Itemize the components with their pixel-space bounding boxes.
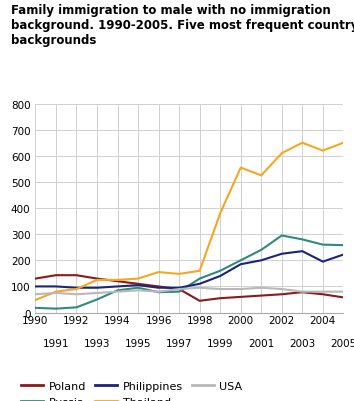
- Thailand: [300, 141, 304, 146]
- Thailand: [95, 278, 99, 283]
- Poland: [280, 292, 284, 297]
- USA: [300, 290, 304, 294]
- Thailand: [136, 277, 140, 282]
- Line: Poland: Poland: [35, 275, 343, 301]
- Line: Russia: Russia: [35, 236, 343, 309]
- Russia: [33, 306, 38, 310]
- Legend: Poland, Russia, Philippines, Thailand, USA: Poland, Russia, Philippines, Thailand, U…: [16, 377, 247, 401]
- Thailand: [280, 151, 284, 156]
- Russia: [156, 290, 161, 295]
- Line: Thailand: Thailand: [35, 143, 343, 300]
- Philippines: [54, 284, 58, 289]
- USA: [280, 287, 284, 292]
- Poland: [136, 282, 140, 286]
- Poland: [54, 273, 58, 278]
- Text: 2003: 2003: [289, 338, 315, 348]
- Text: 1993: 1993: [84, 338, 110, 348]
- Philippines: [74, 286, 79, 290]
- Thailand: [218, 211, 222, 216]
- Russia: [95, 298, 99, 302]
- Text: 1991: 1991: [43, 338, 69, 348]
- Philippines: [33, 284, 38, 289]
- Text: Family immigration to male with no immigration
background. 1990-2005. Five most : Family immigration to male with no immig…: [11, 4, 354, 47]
- Russia: [115, 288, 120, 293]
- Philippines: [239, 262, 243, 267]
- Philippines: [95, 286, 99, 290]
- USA: [218, 287, 222, 292]
- Russia: [321, 243, 325, 247]
- Philippines: [341, 253, 346, 257]
- Text: 1995: 1995: [125, 338, 151, 348]
- USA: [177, 287, 181, 292]
- Philippines: [198, 282, 202, 286]
- Poland: [177, 287, 181, 292]
- Russia: [239, 258, 243, 263]
- Text: 1999: 1999: [207, 338, 233, 348]
- USA: [33, 292, 38, 297]
- Russia: [177, 290, 181, 294]
- Thailand: [177, 272, 181, 277]
- Russia: [198, 277, 202, 282]
- Line: Philippines: Philippines: [35, 251, 343, 288]
- USA: [115, 290, 120, 294]
- Thailand: [321, 149, 325, 154]
- Philippines: [321, 259, 325, 264]
- USA: [156, 290, 161, 294]
- Poland: [74, 273, 79, 278]
- Philippines: [280, 252, 284, 257]
- Philippines: [156, 286, 161, 290]
- Russia: [136, 286, 140, 290]
- Text: 2001: 2001: [248, 338, 274, 348]
- Poland: [115, 279, 120, 284]
- Thailand: [341, 141, 346, 146]
- Philippines: [218, 274, 222, 279]
- USA: [74, 292, 79, 297]
- USA: [136, 288, 140, 293]
- Russia: [54, 306, 58, 311]
- Russia: [300, 237, 304, 242]
- Philippines: [259, 258, 263, 263]
- USA: [341, 290, 346, 294]
- USA: [198, 286, 202, 290]
- Thailand: [239, 166, 243, 170]
- Thailand: [198, 269, 202, 273]
- Poland: [33, 277, 38, 282]
- Poland: [341, 295, 346, 300]
- Poland: [198, 299, 202, 304]
- Text: 1997: 1997: [166, 338, 192, 348]
- Thailand: [156, 270, 161, 275]
- Thailand: [74, 287, 79, 292]
- Philippines: [300, 249, 304, 254]
- Philippines: [177, 286, 181, 290]
- Line: USA: USA: [35, 288, 343, 294]
- Poland: [321, 292, 325, 297]
- USA: [259, 286, 263, 290]
- USA: [54, 291, 58, 296]
- Poland: [156, 284, 161, 289]
- USA: [239, 287, 243, 292]
- Poland: [300, 290, 304, 295]
- Philippines: [115, 284, 120, 289]
- Poland: [95, 277, 99, 282]
- Poland: [239, 295, 243, 300]
- Thailand: [115, 278, 120, 283]
- Poland: [259, 294, 263, 298]
- USA: [321, 290, 325, 294]
- Russia: [74, 305, 79, 310]
- Russia: [259, 248, 263, 253]
- Russia: [280, 233, 284, 238]
- Thailand: [54, 290, 58, 294]
- Thailand: [33, 298, 38, 303]
- Russia: [218, 269, 222, 273]
- Russia: [341, 243, 346, 248]
- Thailand: [259, 174, 263, 178]
- Text: 2005: 2005: [330, 338, 354, 348]
- Philippines: [136, 283, 140, 288]
- USA: [95, 291, 99, 296]
- Poland: [218, 296, 222, 301]
